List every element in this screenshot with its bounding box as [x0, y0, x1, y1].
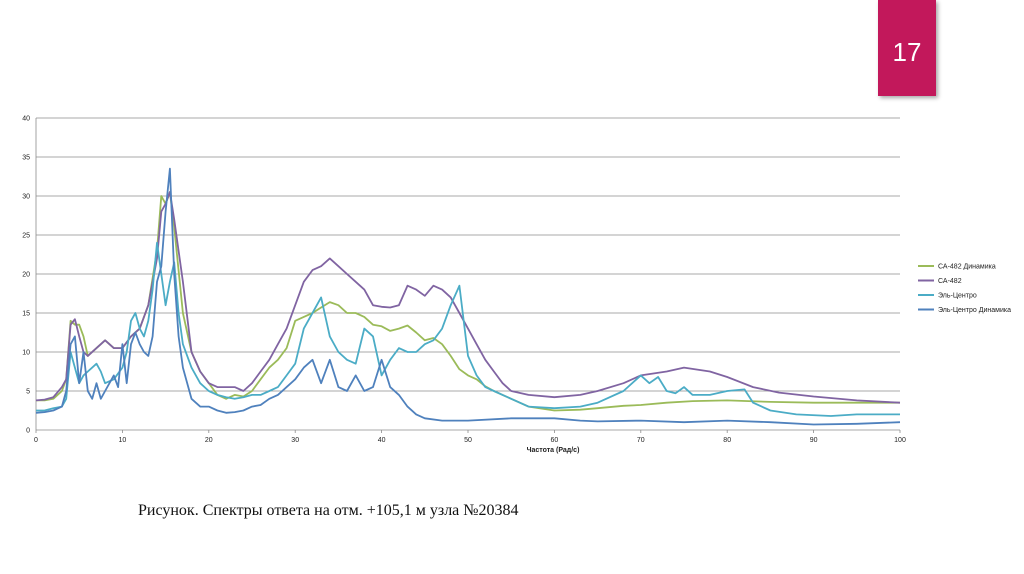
chart-legend: СА-482 Динамика СА-482 Эль-Центро Эль-Центр… [918, 264, 1011, 314]
figure-caption: Рисунок. Спектры ответа на отм. +105,1 м… [138, 502, 519, 519]
y-tick-label: 15 [22, 311, 30, 318]
x-tick-label: 20 [205, 437, 213, 444]
x-tick-label: 90 [810, 437, 818, 444]
chart-ticks: 0 5 10 15 20 25 30 35 40 0 10 20 30 40 50 60 70 80 90 100 [22, 116, 906, 445]
y-tick-label: 40 [22, 116, 30, 123]
x-tick-label: 10 [119, 437, 127, 444]
x-tick-label: 70 [637, 437, 645, 444]
slide-number-badge: 17 [878, 0, 936, 96]
series-line [35, 191, 901, 404]
x-tick-label: 60 [551, 437, 559, 444]
y-tick-label: 5 [26, 389, 30, 396]
chart-lines [35, 167, 901, 426]
x-tick-label: 0 [34, 437, 38, 444]
legend-label: СА-482 [938, 278, 962, 285]
y-tick-label: 20 [22, 272, 30, 279]
x-tick-label: 30 [291, 437, 299, 444]
chart-grid [36, 117, 900, 392]
spectrum-chart: 0 5 10 15 20 25 30 35 40 0 10 20 30 40 50 60 70 80 90 100 С… [22, 116, 1011, 455]
x-tick-label: 80 [723, 437, 731, 444]
legend-label: Эль-Центро [938, 293, 977, 300]
y-tick-label: 35 [22, 155, 30, 162]
legend-label: СА-482 Динамика [938, 264, 996, 271]
x-axis-label: Частота (Рад/с) [527, 447, 580, 454]
x-tick-label: 40 [378, 437, 386, 444]
y-tick-label: 25 [22, 233, 30, 240]
x-tick-label: 100 [894, 437, 906, 444]
y-tick-label: 0 [26, 428, 30, 435]
legend-label: Эль-Центро Динамика [938, 307, 1011, 314]
y-tick-label: 10 [22, 350, 30, 357]
slide-number: 17 [892, 36, 922, 67]
series-line [35, 167, 901, 426]
x-tick-label: 50 [464, 437, 472, 444]
y-tick-label: 30 [22, 194, 30, 201]
